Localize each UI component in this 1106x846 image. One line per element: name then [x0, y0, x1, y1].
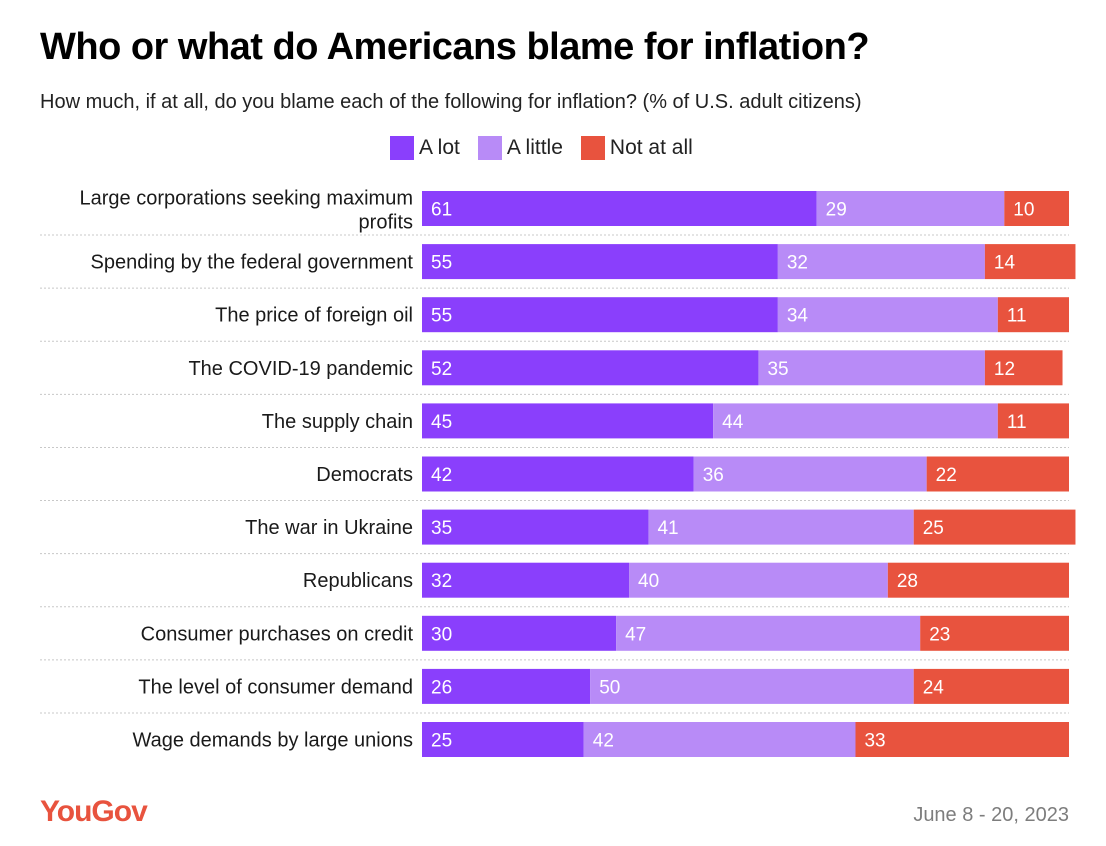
value-label-a-little-republicans: 40: [638, 571, 659, 592]
bar-a-little-consumer-purchases-on-credit: [616, 615, 921, 651]
value-label-a-lot-democrats: 42: [431, 465, 452, 486]
value-label-a-lot-spending-by-the-federal-government: 55: [431, 253, 452, 274]
value-label-not-at-all-the-level-of-consumer-demand: 24: [923, 677, 945, 698]
bar-a-lot-large-corporations-seeking-maximum-profits: [422, 191, 817, 226]
category-label-democrats: Democrats: [316, 464, 413, 486]
legend-label-not-at-all: Not at all: [609, 136, 693, 159]
bar-a-little-the-level-of-consumer-demand: [590, 668, 914, 704]
bar-a-little-large-corporations-seeking-maximum-profits: [816, 191, 1005, 226]
bar-not-at-all-large-corporations-seeking-maximum-profits: [1004, 191, 1069, 226]
bar-a-little-the-covid-19-pandemic: [758, 350, 985, 386]
category-label-large-corporations-seeking-maximum-profits: Large corporations seeking maximum profit…: [80, 188, 414, 234]
value-label-not-at-all-the-price-of-foreign-oil: 11: [1007, 306, 1027, 327]
bar-a-lot-the-covid-19-pandemic: [422, 350, 759, 386]
value-label-a-little-the-price-of-foreign-oil: 34: [787, 306, 809, 327]
bar-a-lot-the-supply-chain: [422, 403, 714, 439]
value-label-a-lot-large-corporations-seeking-maximum-profits: 61: [431, 200, 452, 221]
value-label-a-little-the-war-in-ukraine: 41: [657, 518, 678, 539]
value-label-not-at-all-spending-by-the-federal-government: 14: [994, 253, 1016, 274]
yougov-logo: YouGov: [40, 795, 148, 828]
legend-item-a-lot: A lot: [390, 136, 460, 160]
value-label-a-lot-consumer-purchases-on-credit: 30: [431, 624, 452, 645]
bar-a-little-wage-demands-by-large-unions: [583, 722, 856, 757]
value-label-not-at-all-large-corporations-seeking-maximum-profits: 10: [1013, 200, 1034, 221]
value-label-a-little-large-corporations-seeking-maximum-profits: 29: [826, 200, 847, 221]
bar-a-lot-wage-demands-by-large-unions: [422, 722, 584, 757]
legend-item-not-at-all: Not at all: [580, 136, 693, 160]
category-label-spending-by-the-federal-government: Spending by the federal government: [91, 252, 414, 274]
bar-not-at-all-the-war-in-ukraine: [913, 509, 1076, 545]
bar-not-at-all-the-supply-chain: [997, 403, 1069, 439]
bar-a-little-republicans: [629, 562, 888, 598]
legend-item-a-little: A little: [477, 136, 563, 160]
value-label-not-at-all-consumer-purchases-on-credit: 23: [929, 624, 950, 645]
legend-swatch-a-little: [477, 136, 502, 160]
bar-a-lot-spending-by-the-federal-government: [422, 244, 778, 280]
bar-not-at-all-democrats: [926, 456, 1069, 492]
bar-a-lot-republicans: [422, 562, 630, 598]
category-label-the-price-of-foreign-oil: The price of foreign oil: [215, 305, 413, 327]
category-label-the-supply-chain: The supply chain: [262, 411, 413, 433]
value-label-not-at-all-the-supply-chain: 11: [1007, 412, 1027, 433]
bar-not-at-all-the-covid-19-pandemic: [984, 350, 1063, 386]
category-label-republicans: Republicans: [303, 570, 413, 592]
bar-a-lot-consumer-purchases-on-credit: [422, 615, 617, 651]
category-label-the-war-in-ukraine: The war in Ukraine: [245, 517, 413, 539]
bar-not-at-all-the-price-of-foreign-oil: [997, 297, 1069, 333]
bar-a-little-the-war-in-ukraine: [648, 509, 914, 545]
survey-date: June 8 - 20, 2023: [913, 804, 1069, 826]
category-label-the-covid-19-pandemic: The COVID-19 pandemic: [188, 358, 413, 380]
value-label-a-lot-the-war-in-ukraine: 35: [431, 518, 452, 539]
legend-swatch-a-lot: [390, 136, 414, 160]
chart-title: Who or what do Americans blame for infla…: [40, 26, 870, 68]
category-label-wage-demands-by-large-unions: Wage demands by large unions: [132, 730, 413, 752]
value-label-a-little-the-level-of-consumer-demand: 50: [599, 677, 620, 698]
value-label-a-lot-wage-demands-by-large-unions: 25: [431, 731, 452, 752]
bar-not-at-all-republicans: [887, 562, 1069, 598]
bar-a-lot-the-level-of-consumer-demand: [422, 668, 591, 704]
value-label-a-lot-the-supply-chain: 45: [431, 412, 452, 433]
legend: A lot A little Not at all: [390, 136, 711, 160]
bar-a-little-democrats: [693, 456, 927, 492]
legend-label-a-little: A little: [506, 136, 563, 159]
value-label-a-little-spending-by-the-federal-government: 32: [787, 253, 808, 274]
legend-swatch-not-at-all: [580, 136, 605, 160]
bar-not-at-all-consumer-purchases-on-credit: [920, 615, 1069, 651]
value-label-not-at-all-republicans: 28: [897, 571, 918, 592]
value-label-a-little-the-covid-19-pandemic: 35: [767, 359, 788, 380]
legend-label-a-lot: A lot: [419, 136, 460, 159]
bar-a-lot-the-war-in-ukraine: [422, 509, 649, 545]
value-label-not-at-all-the-covid-19-pandemic: 12: [994, 359, 1015, 380]
category-label-the-level-of-consumer-demand: The level of consumer demand: [138, 676, 413, 698]
value-label-a-little-wage-demands-by-large-unions: 42: [593, 731, 614, 752]
bar-not-at-all-the-level-of-consumer-demand: [913, 668, 1069, 704]
bar-not-at-all-wage-demands-by-large-unions: [855, 722, 1069, 757]
value-label-a-little-the-supply-chain: 44: [722, 412, 744, 433]
bar-a-little-the-price-of-foreign-oil: [777, 297, 998, 333]
value-label-a-lot-the-price-of-foreign-oil: 55: [431, 306, 452, 327]
category-label-consumer-purchases-on-credit: Consumer purchases on credit: [141, 623, 414, 645]
bar-a-little-the-supply-chain: [713, 403, 998, 439]
value-label-not-at-all-wage-demands-by-large-unions: 33: [864, 731, 885, 752]
value-label-a-little-consumer-purchases-on-credit: 47: [625, 624, 646, 645]
value-label-a-lot-the-level-of-consumer-demand: 26: [431, 677, 452, 698]
bar-a-little-spending-by-the-federal-government: [777, 244, 985, 280]
value-label-a-lot-the-covid-19-pandemic: 52: [431, 359, 452, 380]
value-label-a-lot-republicans: 32: [431, 571, 452, 592]
bar-a-lot-democrats: [422, 456, 694, 492]
bar-a-lot-the-price-of-foreign-oil: [422, 297, 778, 333]
value-label-not-at-all-democrats: 22: [936, 465, 957, 486]
chart-subtitle: How much, if at all, do you blame each o…: [40, 91, 862, 113]
bar-not-at-all-spending-by-the-federal-government: [984, 244, 1076, 280]
value-label-a-little-democrats: 36: [703, 465, 724, 486]
value-label-not-at-all-the-war-in-ukraine: 25: [923, 518, 944, 539]
